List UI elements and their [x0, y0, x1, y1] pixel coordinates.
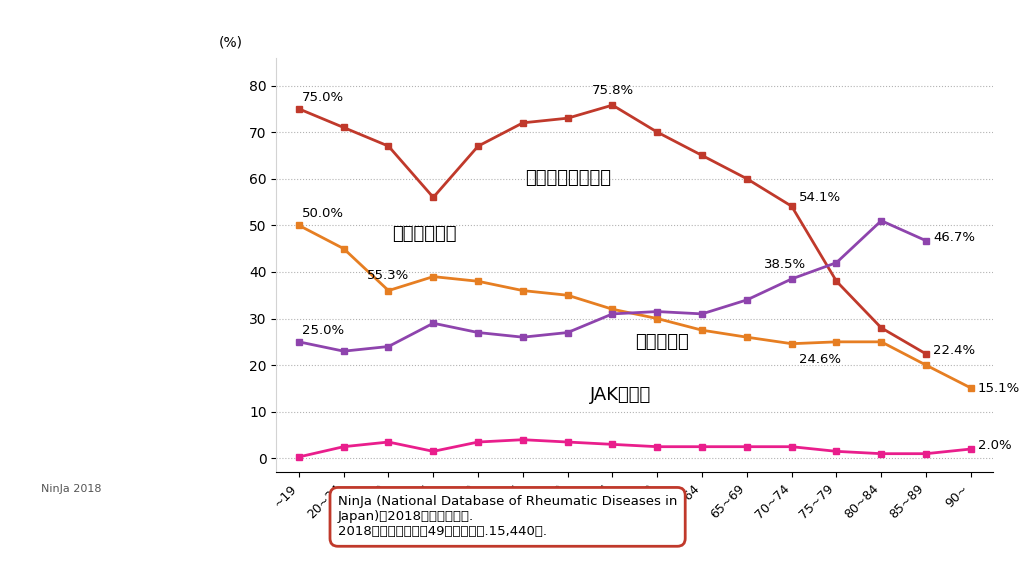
Text: 75.0%: 75.0%: [302, 90, 344, 104]
Text: 15.1%: 15.1%: [978, 382, 1020, 395]
Text: 22.4%: 22.4%: [933, 344, 975, 357]
Text: ステロイド: ステロイド: [635, 332, 688, 351]
Text: 55.3%: 55.3%: [368, 270, 410, 282]
Text: メトトレキサート: メトトレキサート: [524, 169, 610, 187]
Text: 24.6%: 24.6%: [799, 353, 841, 366]
Text: 46.7%: 46.7%: [933, 231, 975, 244]
Text: NinJa (National Database of Rheumatic Diseases in
Japan)の2018年度のデータ.
2018データは、全国: NinJa (National Database of Rheumatic Di…: [338, 495, 677, 539]
Text: (%): (%): [219, 35, 243, 50]
X-axis label: 年齢階層（歳）: 年齢階層（歳）: [603, 527, 667, 542]
Text: 38.5%: 38.5%: [764, 258, 806, 271]
Text: 50.0%: 50.0%: [302, 207, 344, 220]
Text: 生物学的製剤: 生物学的製剤: [392, 225, 457, 243]
Text: 25.0%: 25.0%: [302, 324, 344, 336]
Text: JAK阔害薬: JAK阔害薬: [590, 386, 651, 404]
Text: NinJa 2018: NinJa 2018: [41, 484, 101, 494]
Text: 2.0%: 2.0%: [978, 439, 1012, 452]
Text: 75.8%: 75.8%: [592, 84, 634, 97]
Text: 54.1%: 54.1%: [799, 191, 841, 204]
